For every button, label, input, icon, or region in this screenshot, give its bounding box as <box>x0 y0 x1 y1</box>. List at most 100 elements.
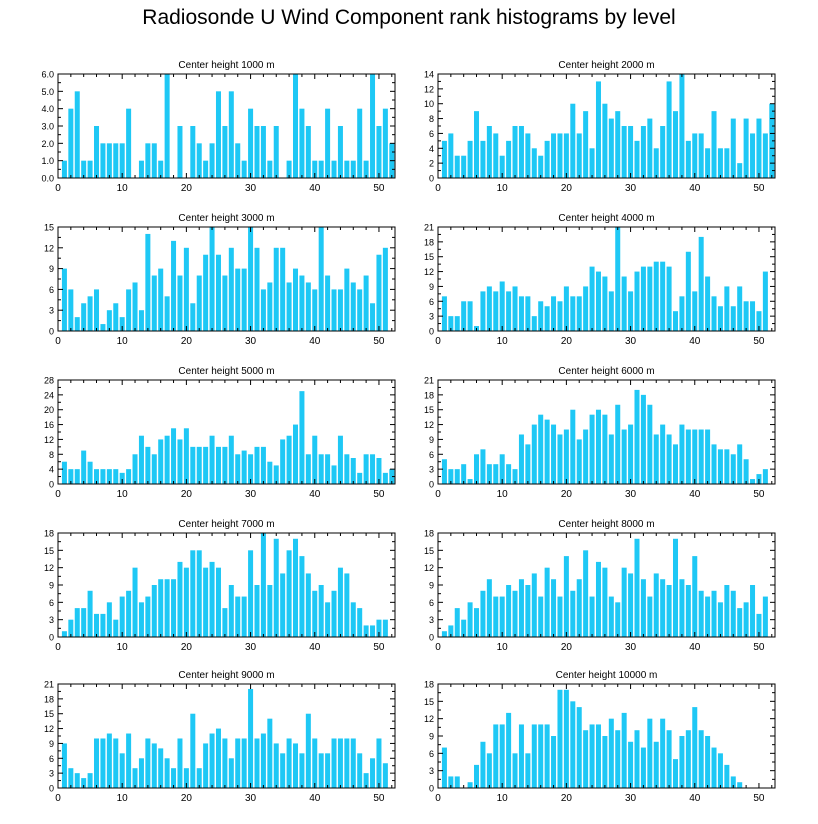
bar <box>448 776 454 788</box>
bar <box>119 143 125 178</box>
bar <box>177 561 183 637</box>
bar <box>68 289 74 331</box>
bar <box>628 291 634 331</box>
bar <box>685 251 691 331</box>
chart-title: Center height 6000 m <box>558 366 654 377</box>
bar <box>344 573 350 637</box>
bar <box>113 143 119 178</box>
x-tick-label: 20 <box>181 489 193 500</box>
bar <box>260 289 266 331</box>
bar <box>357 108 363 178</box>
y-tick-label: 0 <box>49 633 54 643</box>
y-tick-label: 9 <box>49 581 54 591</box>
bar <box>570 296 576 331</box>
bar <box>666 266 672 331</box>
bar <box>647 596 653 637</box>
bar <box>685 585 691 637</box>
bar <box>196 768 202 788</box>
bar <box>151 585 157 637</box>
bar <box>467 301 473 331</box>
bar <box>215 254 221 331</box>
bar <box>685 429 691 484</box>
bar <box>151 743 157 788</box>
bar <box>602 276 608 331</box>
bar <box>363 625 369 637</box>
bar <box>705 276 711 331</box>
bar <box>241 738 247 788</box>
bar <box>138 310 144 331</box>
y-tick-label: 18 <box>424 529 434 539</box>
bar <box>647 118 653 178</box>
bar <box>486 286 492 331</box>
y-tick-label: 24 <box>44 390 54 400</box>
bar <box>750 133 756 178</box>
chart-panel: Center height 8000 m 0 10 20 30 40 50 0 3 6 9 12 15 1… <box>424 519 776 653</box>
bar <box>461 464 467 484</box>
bar <box>467 140 473 178</box>
bar <box>209 227 215 331</box>
bar <box>87 590 93 637</box>
bar <box>448 133 454 178</box>
bar <box>100 143 106 178</box>
bar <box>563 429 569 484</box>
bar <box>215 446 221 484</box>
bar <box>538 301 544 331</box>
bar <box>506 291 512 331</box>
bar <box>363 160 369 178</box>
x-tick-label: 20 <box>181 793 193 804</box>
bar <box>538 596 544 637</box>
bar <box>171 768 177 788</box>
bar <box>551 133 557 178</box>
bar <box>126 733 132 788</box>
bar <box>512 753 518 788</box>
bar <box>743 602 749 637</box>
x-tick-label: 40 <box>309 642 321 653</box>
x-tick-label: 50 <box>373 793 385 804</box>
bar <box>480 291 486 331</box>
bar <box>183 768 189 788</box>
bar <box>544 140 550 178</box>
bar <box>557 689 563 788</box>
y-tick-label: 14 <box>424 70 434 80</box>
bar <box>376 738 382 788</box>
y-tick-label: 21 <box>424 223 434 233</box>
bar <box>666 730 672 788</box>
bar <box>241 268 247 331</box>
bar <box>254 126 260 178</box>
bar <box>474 454 480 484</box>
bar <box>762 469 768 484</box>
bar <box>228 758 234 788</box>
bar <box>177 126 183 178</box>
bar <box>344 160 350 178</box>
bar <box>595 271 601 331</box>
bar <box>634 271 640 331</box>
y-tick-label: 3.0 <box>41 122 54 132</box>
x-tick-label: 20 <box>181 336 193 347</box>
bar <box>480 590 486 637</box>
chart-title: Center height 7000 m <box>178 519 274 530</box>
bar <box>325 753 331 788</box>
bar <box>280 573 286 637</box>
bar <box>215 91 221 178</box>
bar <box>461 619 467 637</box>
x-tick-label: 40 <box>689 642 701 653</box>
bar <box>525 444 531 484</box>
x-tick-label: 0 <box>55 793 61 804</box>
bar <box>640 579 646 637</box>
bar <box>506 464 512 484</box>
bar <box>518 579 524 637</box>
x-tick-label: 30 <box>245 183 257 194</box>
y-tick-label: 10 <box>424 99 434 109</box>
bar <box>563 286 569 331</box>
y-tick-label: 5.0 <box>41 87 54 97</box>
bar <box>299 753 305 788</box>
chart-title: Center height 10000 m <box>556 670 658 681</box>
bar <box>441 296 447 331</box>
bar <box>750 585 756 637</box>
bar <box>248 550 254 637</box>
x-tick-label: 50 <box>373 489 385 500</box>
bar <box>544 306 550 331</box>
bar <box>235 268 241 331</box>
y-tick-label: 15 <box>424 252 434 262</box>
